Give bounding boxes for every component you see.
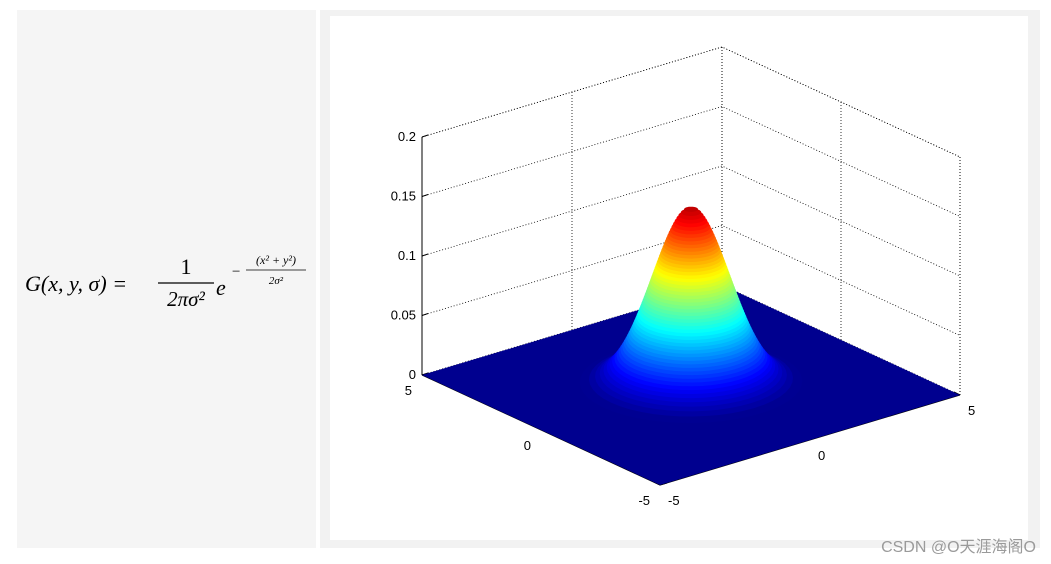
formula-denominator: 2πσ² (167, 287, 205, 311)
z-tick-label: 0 (409, 367, 416, 382)
surface (579, 206, 803, 423)
x-tick-label: -5 (668, 493, 680, 508)
z-tick (421, 194, 429, 197)
y-tick-label: -5 (638, 493, 650, 508)
x-tick-label: 0 (818, 448, 825, 463)
surface-band (683, 206, 699, 212)
z-tick-label: 0.05 (391, 308, 416, 323)
surface-plot: 00.050.10.150.2-505-505 (391, 46, 975, 508)
formula-cell (17, 10, 316, 548)
z-tick-label: 0.15 (391, 189, 416, 204)
z-tick-label: 0.1 (398, 248, 416, 263)
exponent-numerator: (x² + y²) (256, 253, 296, 267)
z-tick (421, 134, 429, 138)
z-tick-label: 0.2 (398, 129, 416, 144)
y-tick-label: 0 (524, 438, 531, 453)
x-tick (953, 391, 961, 396)
exponent-denominator: 2σ² (269, 275, 284, 287)
formula-numerator: 1 (181, 254, 192, 279)
y-tick-label: 5 (405, 383, 412, 398)
watermark: CSDN @O天涯海阁O (881, 538, 1036, 556)
formula-base: e (216, 275, 226, 300)
formula-lhs: G(x, y, σ) = (25, 271, 127, 296)
formula: G(x, y, σ) = 1 2πσ² e − (x² + y²) 2σ² (25, 253, 306, 311)
formula-sign: − (231, 264, 241, 280)
x-tick-label: 5 (968, 403, 975, 418)
z-tick (421, 313, 429, 316)
z-tick (421, 253, 429, 257)
